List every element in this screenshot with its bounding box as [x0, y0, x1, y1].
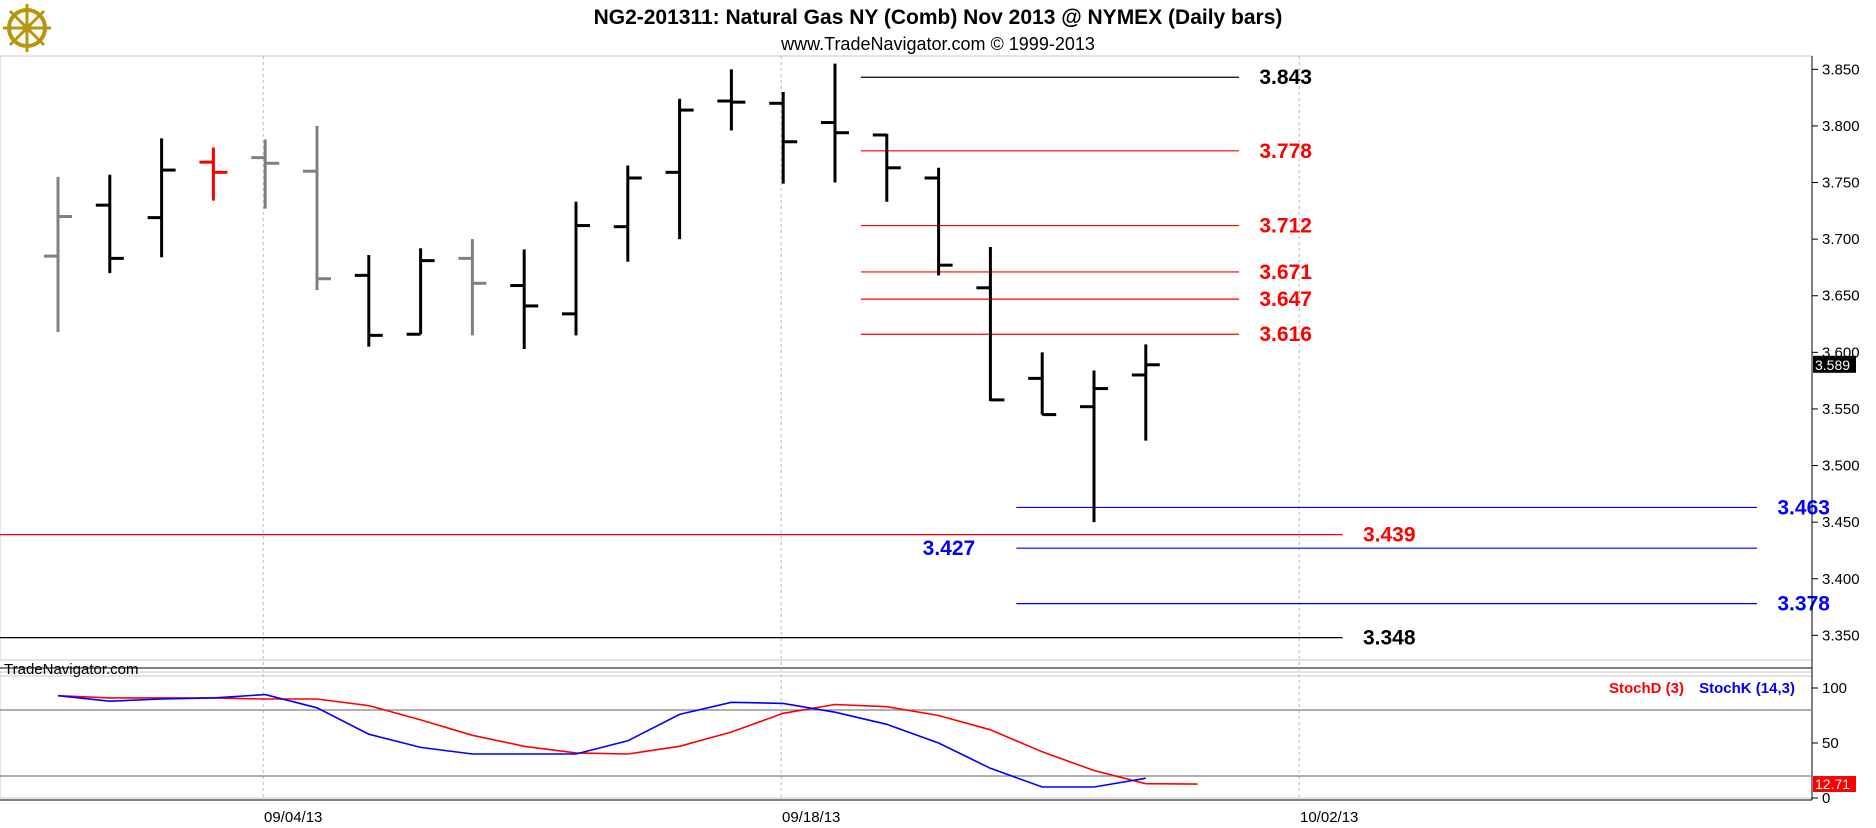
price-tick-label: 3.650 [1822, 288, 1860, 305]
ohlc-bar [44, 176, 72, 332]
price-tick-label: 3.850 [1822, 61, 1860, 78]
ohlc-bar [95, 174, 124, 274]
level-label: 3.378 [1777, 593, 1830, 616]
ohlc-bar [251, 139, 280, 209]
ohlc-bar [613, 165, 642, 262]
last-price-tag [1813, 355, 1856, 373]
ohlc-bar [147, 138, 176, 258]
stoch-series-line [57, 693, 1146, 788]
ohlc-bar [1028, 352, 1057, 417]
price-axis: 3.3503.4003.4503.5003.5503.6003.6503.700… [1811, 56, 1860, 800]
price-tick-label: 3.450 [1822, 514, 1860, 531]
logo-ship-wheel-icon [3, 4, 51, 52]
level-label: 3.671 [1259, 261, 1312, 284]
date-axis: 09/04/13 09/18/13 10/02/13 [0, 799, 1812, 826]
level-label: 3.348 [1363, 627, 1416, 650]
ohlc-bar [303, 125, 331, 291]
last-price-value: 3.589 [1815, 357, 1850, 373]
stoch-panel [0, 671, 1813, 799]
stoch-series-line [57, 694, 1198, 785]
ohlc-bar [665, 98, 694, 240]
price-tick-label: 3.800 [1822, 118, 1860, 135]
ohlc-bar [406, 248, 435, 336]
ohlc-bar [924, 167, 953, 276]
date-tick-label: 09/04/13 [264, 809, 322, 826]
level-label: 3.463 [1777, 496, 1830, 519]
ohlc-bar [510, 249, 539, 349]
level-label: 3.616 [1259, 323, 1312, 346]
stoch-tick-label: 100 [1822, 680, 1847, 697]
stoch-end-tag [1813, 776, 1856, 793]
price-tick-label: 3.500 [1822, 458, 1860, 475]
legend-stochk: StochK (14,3) [1699, 680, 1795, 697]
watermark-label: TradeNavigator.com [4, 661, 139, 678]
price-tick-label: 3.400 [1822, 571, 1860, 588]
legend-stochd: StochD (3) [1609, 680, 1684, 697]
ohlc-bar [458, 239, 487, 336]
level-label: 3.427 [923, 537, 976, 560]
level-label: 3.439 [1363, 524, 1416, 547]
price-tick-label: 3.350 [1822, 627, 1860, 644]
ohlc-bar [199, 147, 228, 201]
price-tick-label: 3.550 [1822, 401, 1860, 418]
ohlc-bar [1131, 344, 1160, 441]
price-tick-label: 3.750 [1822, 175, 1860, 192]
price-bars [44, 63, 1160, 523]
ohlc-bar [354, 254, 383, 347]
level-label: 3.647 [1259, 288, 1312, 311]
ohlc-bar [821, 63, 849, 183]
price-tick-label: 3.700 [1822, 231, 1860, 248]
grid-lines [262, 56, 1300, 798]
stoch-end-value: 12.71 [1815, 776, 1850, 792]
level-label: 3.712 [1259, 215, 1312, 238]
ohlc-bar [1080, 370, 1108, 523]
stochastic-lines [0, 693, 1812, 788]
date-tick-label: 10/02/13 [1300, 809, 1358, 826]
price-panel [0, 55, 1813, 661]
ohlc-bar [872, 133, 901, 202]
ohlc-bar [562, 201, 590, 336]
stoch-tick-label: 50 [1822, 735, 1839, 752]
chart-title: NG2-201311: Natural Gas NY (Comb) Nov 20… [594, 6, 1283, 29]
ohlc-bar [717, 69, 746, 131]
ohlc-bar [769, 91, 798, 184]
stochastic-axis: 100 50 012.71 [1812, 680, 1856, 807]
date-tick-label: 09/18/13 [782, 809, 840, 826]
level-label: 3.843 [1259, 66, 1312, 89]
stoch-tick-label: 0 [1822, 790, 1830, 807]
level-label: 3.778 [1259, 140, 1312, 163]
price-levels: 3.843 3.778 3.712 3.671 3.647 3.616 3.463 3.439… [0, 66, 1830, 650]
chart-subtitle: www.TradeNavigator.com © 1999-2013 [780, 34, 1095, 54]
ohlc-bar [976, 247, 1005, 402]
